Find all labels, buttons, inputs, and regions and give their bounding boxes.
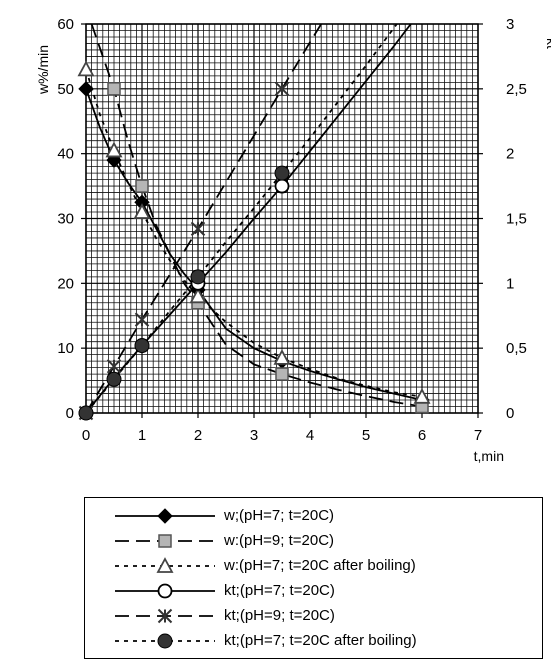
legend-swatch-w-ph9: [115, 534, 215, 548]
data-point-kt-ph9: [274, 81, 290, 97]
legend-entry-kt-ph7: kt;(pH=7; t=20C): [113, 579, 533, 603]
legend-marker-shape: [157, 608, 173, 624]
legend-label-kt-boiling: kt;(pH=7; t=20C after boiling): [224, 632, 417, 649]
axis-ticks: 0 1 2 3 4 5 6 7 0 10 20 30 40 50 60 0 0,5 1 1,5 2 2,5 3: [57, 16, 527, 444]
y-right-tick-label: 3: [506, 16, 514, 33]
y-left-tick-label: 30: [57, 211, 74, 228]
legend-swatch-kt-boiling: [115, 633, 215, 649]
legend-swatch-w-ph7: [115, 508, 215, 524]
legend-marker-shape: [157, 508, 173, 524]
y-left-tick-label: 50: [57, 81, 74, 98]
data-point-kt-ph9: [106, 359, 122, 374]
legend-entry-kt-ph9: kt;(pH=9; t=20C): [113, 604, 533, 628]
legend: w;(pH=7; t=20C) w:(pH=9; t=20C) w:(pH=7;…: [84, 497, 543, 659]
legend-entry-kt-boiling: kt;(pH=7; t=20C after boiling): [113, 629, 533, 653]
data-point-kt-ph7: [274, 178, 290, 194]
data-point-w-boiling: [273, 348, 291, 365]
data-point-kt-boiling: [274, 165, 290, 181]
x-tick-label: 3: [250, 427, 258, 444]
data-point-kt-boiling: [134, 338, 150, 354]
legend-label-w-ph7: w;(pH=7; t=20C): [224, 507, 335, 524]
data-point-kt-ph9: [190, 221, 206, 237]
legend-marker-w-ph9: [158, 534, 172, 548]
data-point-w-boiling: [413, 387, 431, 404]
y-left-tick-label: 40: [57, 146, 74, 163]
legend-marker-shape: [158, 534, 172, 548]
legend-marker-w-boiling: [156, 557, 174, 573]
legend-label-w-ph9: w:(pH=9; t=20C): [224, 532, 335, 549]
legend-marker-shape: [157, 583, 173, 599]
x-axis-title: t,min: [474, 448, 504, 464]
data-point-w-boiling: [133, 203, 151, 219]
x-tick-label: 0: [82, 427, 90, 444]
data-point-w-ph9: [135, 179, 149, 193]
series-kt-ph7: [78, 24, 412, 421]
legend-marker-kt-ph9: [157, 608, 173, 624]
legend-marker-kt-boiling: [157, 633, 173, 649]
y-right-tick-label: 1,5: [506, 211, 527, 228]
legend-swatch-w-boiling: [115, 557, 215, 573]
x-tick-label: 6: [418, 427, 426, 444]
data-point-kt-boiling: [106, 371, 122, 387]
chart-canvas: 0 1 2 3 4 5 6 7 0 10 20 30 40 50 60 0 0,5 1 1,5 2 2,5 3 w%/min…: [35, 16, 551, 464]
data-point-w-boiling: [77, 60, 95, 77]
y-right-tick-label: 2,5: [506, 81, 527, 98]
data-point-kt-ph9: [134, 312, 150, 327]
legend-label-kt-ph9: kt;(pH=9; t=20C): [224, 607, 335, 624]
legend-marker-kt-ph7: [157, 583, 173, 599]
legend-marker-shape: [156, 557, 174, 573]
x-tick-label: 1: [138, 427, 146, 444]
legend-marker-w-ph7: [157, 508, 173, 524]
data-point-kt-boiling: [190, 269, 206, 285]
data-point-w-boiling: [105, 141, 123, 158]
legend-entry-w-boiling: w:(pH=7; t=20C after boiling): [113, 554, 533, 578]
legend-entry-w-ph9: w:(pH=9; t=20C): [113, 529, 533, 553]
data-point-w-ph9: [275, 367, 289, 381]
y-left-tick-label: 20: [57, 275, 74, 292]
series-kt-boiling: [78, 24, 398, 421]
data-point-w-ph9: [107, 82, 121, 96]
x-tick-label: 4: [306, 427, 314, 444]
legend-swatch-kt-ph7: [115, 583, 215, 599]
x-tick-label: 2: [194, 427, 202, 444]
data-point-w-boiling: [189, 287, 207, 304]
y-right-tick-label: 0,5: [506, 340, 527, 357]
y-left-axis-title: w%/min: [35, 45, 51, 95]
legend-entry-w-ph7: w;(pH=7; t=20C): [113, 504, 533, 528]
series-w-boiling: [77, 60, 431, 404]
data-point-w-ph7: [78, 81, 94, 97]
y-right-tick-label: 2: [506, 146, 514, 163]
y-right-tick-label: 0: [506, 405, 514, 422]
legend-label-w-boiling: w:(pH=7; t=20C after boiling): [224, 557, 416, 574]
y-left-tick-label: 0: [66, 405, 74, 422]
series-line-kt-boiling: [86, 24, 398, 413]
legend-swatch-kt-ph9: [115, 608, 215, 624]
y-left-tick-label: 10: [57, 340, 74, 357]
x-tick-label: 7: [474, 427, 482, 444]
series-line-kt-ph9: [86, 24, 322, 413]
data-point-kt-boiling: [78, 405, 94, 421]
y-left-tick-label: 60: [57, 16, 74, 33]
legend-marker-shape: [157, 633, 173, 649]
y-right-axis-title: kt: [544, 38, 551, 49]
legend-label-kt-ph7: kt;(pH=7; t=20C): [224, 582, 335, 599]
y-right-tick-label: 1: [506, 275, 514, 292]
x-tick-label: 5: [362, 427, 370, 444]
